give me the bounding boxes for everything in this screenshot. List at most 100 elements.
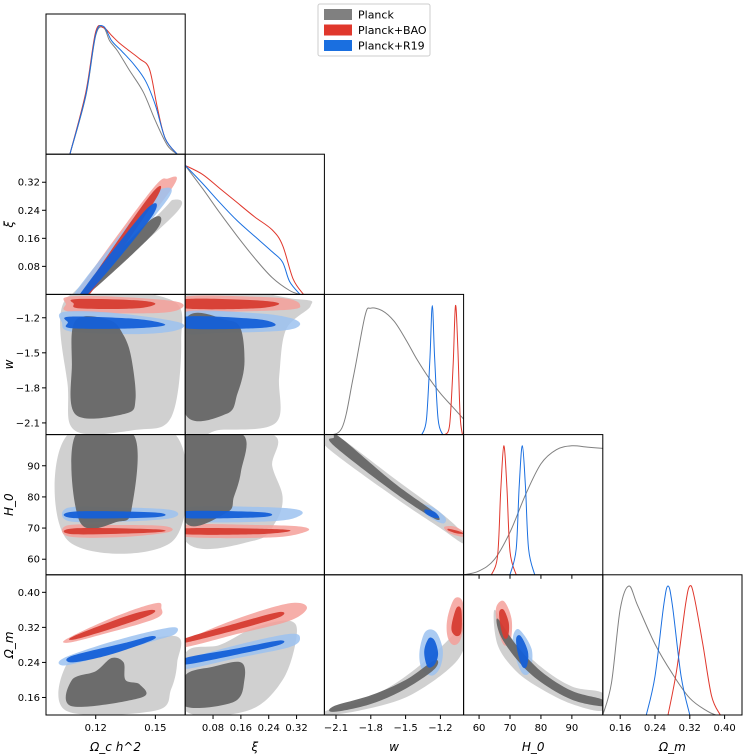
panel-content <box>324 597 464 715</box>
panel-frame <box>184 153 325 295</box>
panel-xi-w <box>184 293 325 436</box>
contour-68-planck <box>496 618 603 707</box>
x-tick-label: 0.08 <box>202 723 224 734</box>
legend-label: Planck+BAO <box>358 24 427 37</box>
panel-omch2-xi: 0.08 0.16 0.24 0.32 ξ <box>2 153 186 295</box>
marginal-curve-planck-r19-omch2 <box>69 24 178 155</box>
y-axis-label: Ω_m <box>2 631 16 659</box>
legend-swatch <box>324 24 352 36</box>
panel-content <box>71 176 183 295</box>
contour-68-planck <box>185 312 245 422</box>
contour-95-planck <box>324 622 464 715</box>
panel-frame <box>602 574 743 716</box>
y-tick-label: −2.1 <box>16 418 40 429</box>
x-axis-label: ξ <box>250 740 258 754</box>
panel-content <box>185 602 307 715</box>
contour-68-planck <box>65 657 147 707</box>
y-tick-label: 0.32 <box>18 623 40 634</box>
legend-swatch <box>324 9 352 20</box>
marginal-curve-planck-r19-H0 <box>509 445 536 575</box>
legend: Planck Planck+BAO Planck+R19 <box>317 3 431 57</box>
panel-content <box>324 434 464 544</box>
marginal-curve-planck-H0 <box>463 445 603 575</box>
panel-omch2-H0: 60 70 80 90 H_0 <box>2 434 186 576</box>
panel-Om-Om: 0.16 0.24 0.32 0.40 Ω_m <box>602 574 743 754</box>
x-tick-label: −1.8 <box>359 723 383 734</box>
x-tick-label: 0.24 <box>644 723 666 734</box>
panel-content <box>463 445 603 575</box>
contour-68-planck-bao <box>68 609 156 640</box>
contour-68-planck <box>71 434 138 529</box>
panel-frame <box>463 434 604 576</box>
y-axis-label: w <box>2 359 16 369</box>
panel-content <box>493 600 603 711</box>
panel-frame <box>45 13 186 155</box>
x-tick-label: 0.16 <box>609 723 631 734</box>
marginal-curve-planck-r19-xi <box>185 165 301 295</box>
y-tick-label: 0.24 <box>18 658 40 669</box>
panel-content <box>602 585 721 715</box>
x-tick-label: 70 <box>504 723 517 734</box>
panel-w-H0 <box>323 434 465 576</box>
legend-label: Planck <box>358 9 394 22</box>
contour-68-planck-r19 <box>79 203 157 295</box>
legend-label: Planck+R19 <box>358 40 425 53</box>
x-axis-label: Ω_m <box>658 740 686 754</box>
contour-68-planck-bao <box>451 606 462 637</box>
panel-w-Om: −2.1 −1.8 −1.5 −1.2 w <box>324 574 465 754</box>
panel-w-w <box>323 293 465 436</box>
contour-68-planck <box>328 434 440 521</box>
y-tick-label: −1.2 <box>16 313 40 324</box>
panel-content <box>185 164 304 295</box>
x-tick-label: −1.2 <box>428 723 452 734</box>
x-axis-label: Ω_c h^2 <box>89 740 141 754</box>
y-tick-label: 80 <box>27 492 40 503</box>
panel-content <box>69 24 178 155</box>
contour-68-planck-r19 <box>424 637 439 668</box>
panel-content <box>54 434 186 554</box>
y-tick-label: 0.32 <box>18 178 40 189</box>
contour-68-planck-bao <box>63 528 166 535</box>
panel-H0-H0 <box>463 434 604 579</box>
panel-content <box>58 294 185 435</box>
x-tick-label: 0.16 <box>230 723 252 734</box>
y-axis-label: H_0 <box>2 493 16 516</box>
contour-68-planck-r19 <box>185 640 285 665</box>
x-tick-label: 60 <box>473 723 486 734</box>
contour-68-planck-r19 <box>66 636 156 663</box>
marginal-curve-planck-bao-omch2 <box>69 24 178 155</box>
x-tick-label: 0.15 <box>144 723 166 734</box>
y-tick-label: 0.16 <box>18 234 40 245</box>
y-tick-label: 60 <box>27 555 40 566</box>
x-axis-label: H_0 <box>522 740 545 754</box>
y-tick-label: 0.08 <box>18 262 40 273</box>
contour-68-planck <box>70 316 136 419</box>
contour-68-planck-r19 <box>185 316 276 330</box>
contour-68-planck-r19 <box>185 510 273 519</box>
marginal-curve-planck-xi <box>185 165 301 295</box>
panel-xi-H0 <box>184 434 325 576</box>
marginal-curve-planck-bao-xi <box>185 164 304 295</box>
x-tick-label: −2.1 <box>324 723 348 734</box>
y-tick-label: 0.24 <box>18 206 40 217</box>
contour-68-planck-r19 <box>424 509 440 519</box>
x-tick-label: 0.12 <box>85 723 107 734</box>
marginal-curve-planck-bao-w <box>444 305 463 435</box>
panel-content <box>324 305 464 435</box>
y-tick-label: 90 <box>27 461 40 472</box>
y-tick-label: −1.5 <box>16 348 40 359</box>
y-tick-label: 0.40 <box>18 588 40 599</box>
y-tick-label: 0.16 <box>18 693 40 704</box>
contour-68-planck-bao <box>447 528 464 534</box>
panel-content <box>185 434 310 550</box>
contour-68-planck-bao <box>185 528 291 535</box>
marginal-curve-planck-w <box>324 307 464 435</box>
x-tick-label: −1.5 <box>393 723 417 734</box>
y-tick-label: −1.8 <box>16 383 40 394</box>
contour-68-planck-r19 <box>516 635 529 669</box>
contour-68-planck <box>185 661 246 708</box>
contour-68-planck-bao <box>185 298 280 310</box>
marginal-curve-planck-Om <box>602 585 717 715</box>
contour-68-planck <box>185 434 247 527</box>
